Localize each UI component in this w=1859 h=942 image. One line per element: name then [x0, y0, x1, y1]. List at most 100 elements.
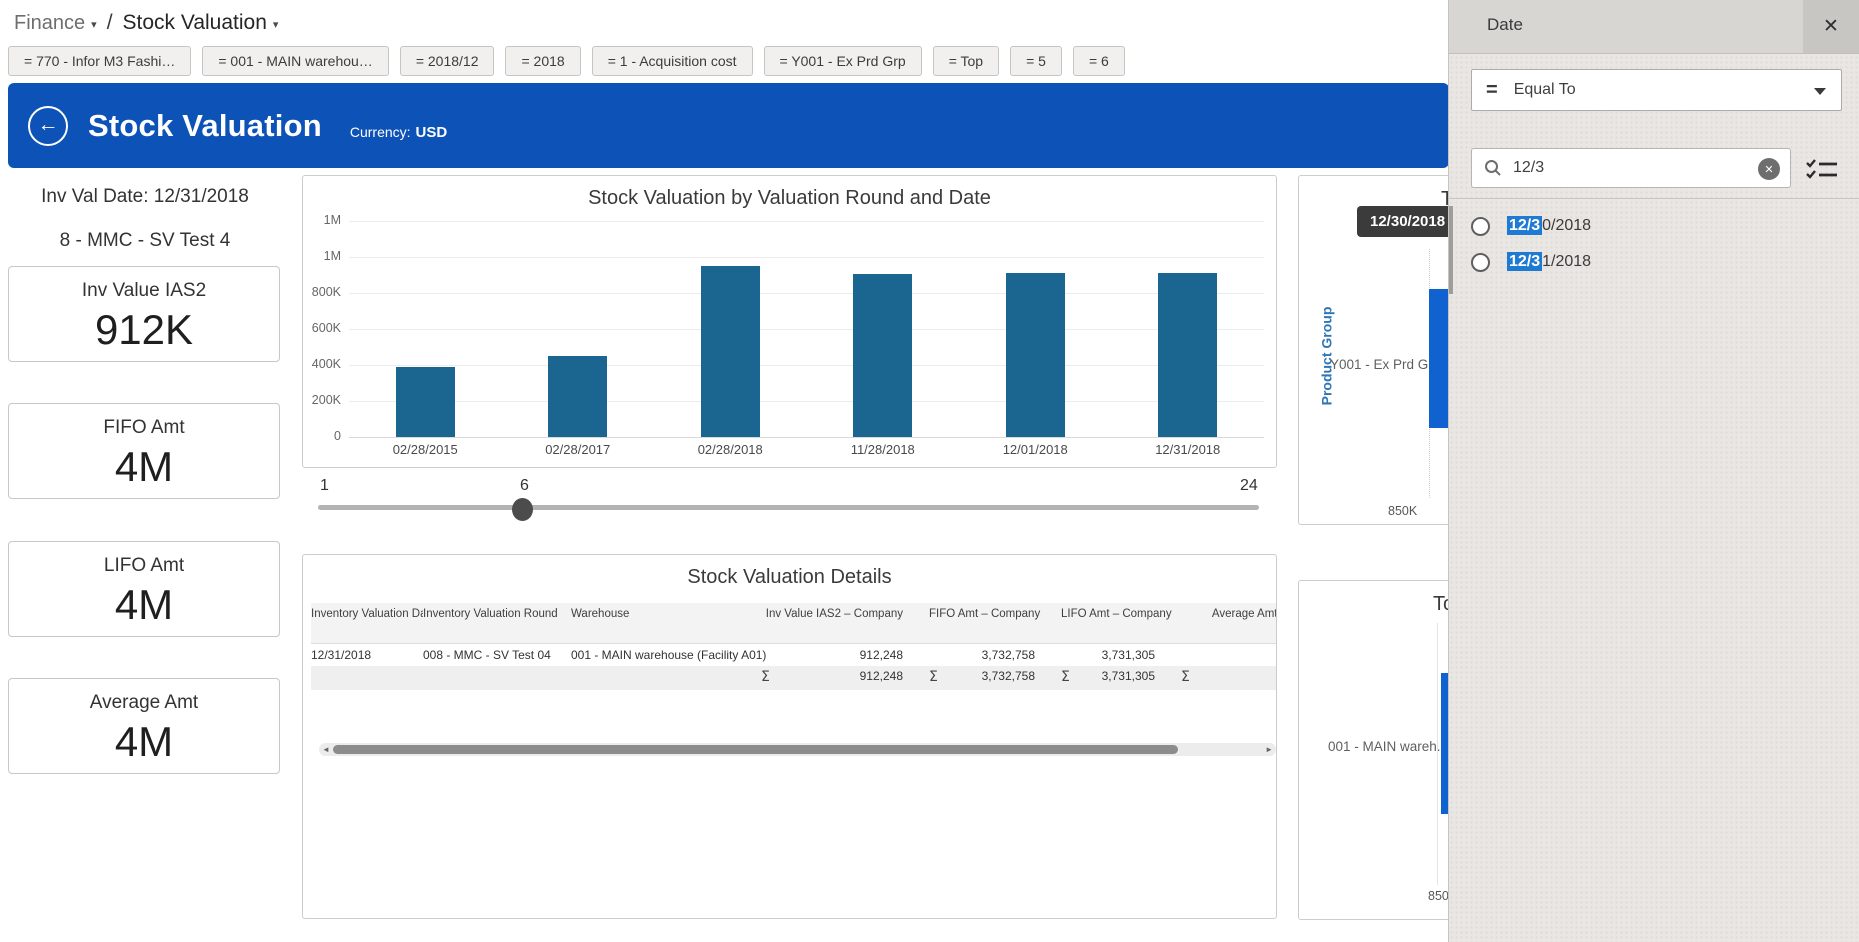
- y-axis-tick: 1M: [303, 249, 341, 263]
- filter-chip[interactable]: = 1 - Acquisition cost: [592, 46, 753, 76]
- scroll-right-arrow-icon[interactable]: ►: [1265, 745, 1273, 754]
- kpi-card: Inv Value IAS2912K: [8, 266, 280, 362]
- kpi-card: FIFO Amt4M: [8, 403, 280, 499]
- divider: [1449, 198, 1859, 199]
- kpi-value: 912K: [9, 306, 279, 354]
- slider-current-label: 6: [520, 477, 529, 495]
- kpi-value: 4M: [9, 443, 279, 491]
- equals-icon: =: [1486, 79, 1498, 102]
- page-title: Stock Valuation: [88, 108, 322, 144]
- table-cell: 912,248: [761, 648, 929, 662]
- filter-chip[interactable]: = 770 - Infor M3 Fashi…: [8, 46, 191, 76]
- kpi-card: LIFO Amt4M: [8, 541, 280, 637]
- scrollbar-thumb[interactable]: [333, 745, 1178, 754]
- bar[interactable]: [396, 367, 455, 437]
- multi-select-list-icon[interactable]: [1805, 157, 1839, 181]
- filter-chip[interactable]: = Y001 - Ex Prd Grp: [764, 46, 922, 76]
- date-option-label: 12/30/2018: [1507, 217, 1591, 235]
- radio-button[interactable]: [1471, 253, 1490, 272]
- gridline: [349, 329, 1264, 330]
- currency-info: Currency:USD: [350, 124, 447, 141]
- totals-cell: Σ: [1181, 669, 1277, 685]
- column-header[interactable]: Inventory Valuation Round: [423, 608, 571, 620]
- breadcrumb-section[interactable]: Finance ▾: [14, 12, 97, 35]
- date-search-input[interactable]: [1511, 158, 1725, 178]
- gridline: [349, 257, 1264, 258]
- category-label: Y001 - Ex Prd Grp: [1330, 357, 1440, 372]
- x-axis-tick: 12/31/2018: [1112, 442, 1265, 457]
- gridline: [349, 437, 1264, 438]
- totals-value: 912,248: [860, 669, 903, 685]
- filter-chip[interactable]: = 001 - MAIN warehou…: [202, 46, 388, 76]
- options-scrollbar[interactable]: [1449, 206, 1453, 294]
- page-header: ← Stock Valuation Currency:USD: [8, 83, 1449, 168]
- plot-border: [1437, 623, 1438, 885]
- back-button[interactable]: ←: [28, 106, 68, 146]
- y-axis-tick: 1M: [303, 213, 341, 227]
- date-options-list: 12/30/2018 12/31/2018: [1471, 208, 1849, 280]
- search-icon: [1484, 159, 1502, 177]
- bar[interactable]: [1158, 273, 1217, 437]
- breadcrumb-page[interactable]: Stock Valuation ▾: [123, 11, 279, 35]
- search-match-highlight: 12/3: [1507, 216, 1542, 235]
- x-axis-tick: 11/28/2018: [807, 442, 960, 457]
- date-option[interactable]: 12/31/2018: [1471, 244, 1849, 280]
- table-header-row: Inventory Valuation DateInventory Valuat…: [311, 603, 1276, 644]
- bar[interactable]: [548, 356, 607, 437]
- column-header[interactable]: Average Amt – Co: [1181, 608, 1277, 620]
- kpi-value: 4M: [9, 718, 279, 766]
- date-option[interactable]: 12/30/2018: [1471, 208, 1849, 244]
- close-button[interactable]: ✕: [1803, 0, 1859, 53]
- table-cell: 008 - MMC - SV Test 04: [423, 648, 571, 662]
- gridline: [349, 401, 1264, 402]
- table-cell: 3,731,305: [1061, 648, 1181, 662]
- x-axis-tick: 02/28/2015: [349, 442, 502, 457]
- x-axis-tick: 12/01/2018: [959, 442, 1112, 457]
- zoom-slider-handle[interactable]: [512, 498, 533, 521]
- breadcrumb-page-label: Stock Valuation: [123, 11, 267, 35]
- bar[interactable]: [1006, 273, 1065, 437]
- column-header[interactable]: LIFO Amt – Company: [1061, 608, 1181, 620]
- column-header[interactable]: Warehouse: [571, 608, 761, 620]
- scroll-left-arrow-icon[interactable]: ◄: [322, 745, 330, 754]
- column-header[interactable]: Inventory Valuation Date: [311, 608, 423, 620]
- bar[interactable]: [853, 274, 912, 437]
- details-table-card: Stock Valuation Details Inventory Valuat…: [302, 554, 1277, 919]
- slider-max-label: 24: [1240, 477, 1258, 495]
- horizontal-scrollbar[interactable]: ◄►: [319, 743, 1276, 756]
- radio-button[interactable]: [1471, 217, 1490, 236]
- gridline: [349, 365, 1264, 366]
- sigma-icon: Σ: [1061, 669, 1070, 685]
- table-row[interactable]: 12/31/2018008 - MMC - SV Test 04001 - MA…: [311, 644, 1276, 666]
- operator-select[interactable]: = Equal To: [1471, 69, 1842, 111]
- y-axis-tick: 200K: [303, 393, 341, 407]
- totals-cell: Σ3,731,305: [1061, 669, 1181, 685]
- currency-label: Currency:: [350, 124, 411, 140]
- breadcrumb-section-label: Finance: [14, 12, 85, 35]
- stock-valuation-dashboard: Finance ▾ / Stock Valuation ▾ = 770 - In…: [0, 0, 1859, 942]
- y-axis-tick: 0: [303, 429, 341, 443]
- filter-chip[interactable]: = 2018/12: [400, 46, 495, 76]
- column-header[interactable]: FIFO Amt – Company: [929, 608, 1061, 620]
- chart-tooltip: 12/30/2018: [1357, 206, 1458, 237]
- filter-chip[interactable]: = 2018: [505, 46, 580, 76]
- sigma-icon: Σ: [1181, 669, 1190, 685]
- column-header[interactable]: Inv Value IAS2 – Company: [761, 608, 929, 620]
- sigma-icon: Σ: [761, 669, 770, 685]
- breadcrumb: Finance ▾ / Stock Valuation ▾: [14, 8, 278, 38]
- sigma-icon: Σ: [929, 669, 938, 685]
- kpi-label: LIFO Amt: [9, 555, 279, 577]
- filter-chip[interactable]: = 6: [1073, 46, 1125, 76]
- totals-value: 3,732,758: [982, 669, 1035, 685]
- filter-chip-bar: = 770 - Infor M3 Fashi… = 001 - MAIN ware…: [8, 46, 1125, 76]
- filter-chip[interactable]: = Top: [933, 46, 999, 76]
- zoom-slider-track[interactable]: [318, 505, 1259, 510]
- bar[interactable]: [701, 266, 760, 437]
- y-axis-label: Product Group: [1318, 307, 1334, 406]
- y-axis-tick: 800K: [303, 285, 341, 299]
- filter-chip[interactable]: = 5: [1010, 46, 1062, 76]
- close-icon: ✕: [1823, 15, 1839, 38]
- clear-search-button[interactable]: ✕: [1758, 158, 1780, 180]
- y-axis-tick: 600K: [303, 321, 341, 335]
- date-panel-title: Date: [1487, 15, 1523, 35]
